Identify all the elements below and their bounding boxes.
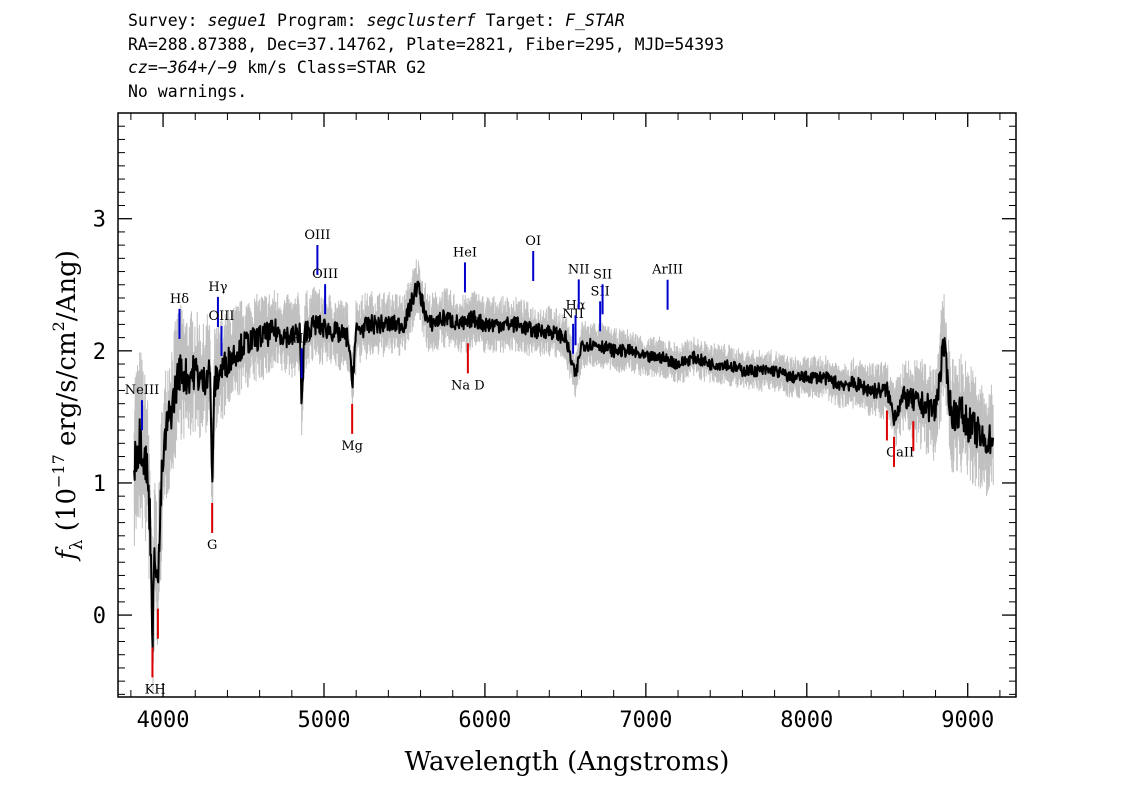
emission-line-label: OIII <box>208 309 234 324</box>
plot-frame <box>117 112 1017 698</box>
survey-value: segue1 <box>207 11 268 30</box>
x-tick-label: 4000 <box>137 708 190 733</box>
emission-line-label: OI <box>525 234 541 249</box>
y-tick-label: 3 <box>93 208 106 233</box>
error-band <box>133 259 994 692</box>
absorption-line-label: Na D <box>451 378 485 393</box>
y-title-exp2: 2 <box>49 321 68 331</box>
flux-line <box>133 280 995 653</box>
y-tick-label: 2 <box>93 340 106 365</box>
emission-line-label: Hγ <box>208 280 227 295</box>
emission-line-label: NII <box>562 307 584 322</box>
cz-class: km/s Class=STAR G2 <box>237 58 427 77</box>
y-tick-label: 0 <box>93 604 106 629</box>
cz-value: −364+/−9 <box>157 58 238 77</box>
emission-line-label: ArIII <box>651 263 683 278</box>
emission-line-label: SII <box>593 267 612 282</box>
axis-ticks <box>118 113 1016 697</box>
y-axis-title: fλ (10−17 erg/s/cm2/Ang) <box>49 250 87 562</box>
axis-tick-labels: 4000 5000 6000 7000 8000 9000 0 1 2 3 <box>93 208 994 733</box>
y-title-exp1: −17 <box>49 454 68 488</box>
emission-line-label: OIII <box>312 267 338 282</box>
header-line-warnings: No warnings. <box>128 81 248 101</box>
cz-label: cz <box>128 58 148 77</box>
absorption-line-label: KH <box>145 682 166 697</box>
header-line-coordinates: RA=288.87388, Dec=37.14762, Plate=2821, … <box>128 34 725 54</box>
x-tick-label: 6000 <box>458 708 511 733</box>
x-tick-label: 5000 <box>298 708 351 733</box>
y-title-post: /Ang) <box>52 250 82 321</box>
emission-line-label: Hδ <box>170 292 189 307</box>
emission-line-label: NII <box>568 262 590 277</box>
y-title-mid: erg/s/cm <box>52 331 82 454</box>
y-title-sub: λ <box>67 539 87 550</box>
spectral-line-markers: NeIIIHδHγOIIIHβOIIIOIIIHeIOINIIHαNIISIIS… <box>125 228 915 697</box>
emission-line-label: NeIII <box>125 383 159 398</box>
absorption-line-label: CaII <box>886 445 914 460</box>
y-title-pre: (10 <box>52 488 82 540</box>
x-tick-label: 7000 <box>619 708 672 733</box>
spectrum-header: Survey: segue1 Program: segclusterf Targ… <box>128 9 724 103</box>
emission-line-label: SII <box>591 284 610 299</box>
program-value: segclusterf <box>366 11 476 30</box>
flux-layer <box>133 280 995 653</box>
header-line-survey: Survey: segue1 Program: segclusterf Targ… <box>128 9 724 33</box>
absorption-line-label: Mg <box>341 439 363 454</box>
x-tick-label: 9000 <box>941 708 994 733</box>
program-label: Program: <box>267 11 367 30</box>
emission-line-label: Hβ <box>292 331 311 346</box>
emission-line-label: Hα <box>565 298 585 313</box>
survey-label: Survey: <box>128 11 208 30</box>
emission-line-label: HeI <box>453 245 477 260</box>
target-label: Target: <box>475 11 566 30</box>
absorption-line-label: G <box>207 538 217 553</box>
emission-line-label: OIII <box>304 228 330 243</box>
x-axis-title: Wavelength (Angstroms) <box>405 747 730 777</box>
cz-equals: = <box>147 58 158 77</box>
y-tick-label: 1 <box>93 472 106 497</box>
x-tick-label: 8000 <box>780 708 833 733</box>
header-line-redshift: cz=−364+/−9 km/s Class=STAR G2 <box>128 56 724 80</box>
error-band-layer <box>133 259 994 692</box>
target-value: F_STAR <box>565 11 625 30</box>
